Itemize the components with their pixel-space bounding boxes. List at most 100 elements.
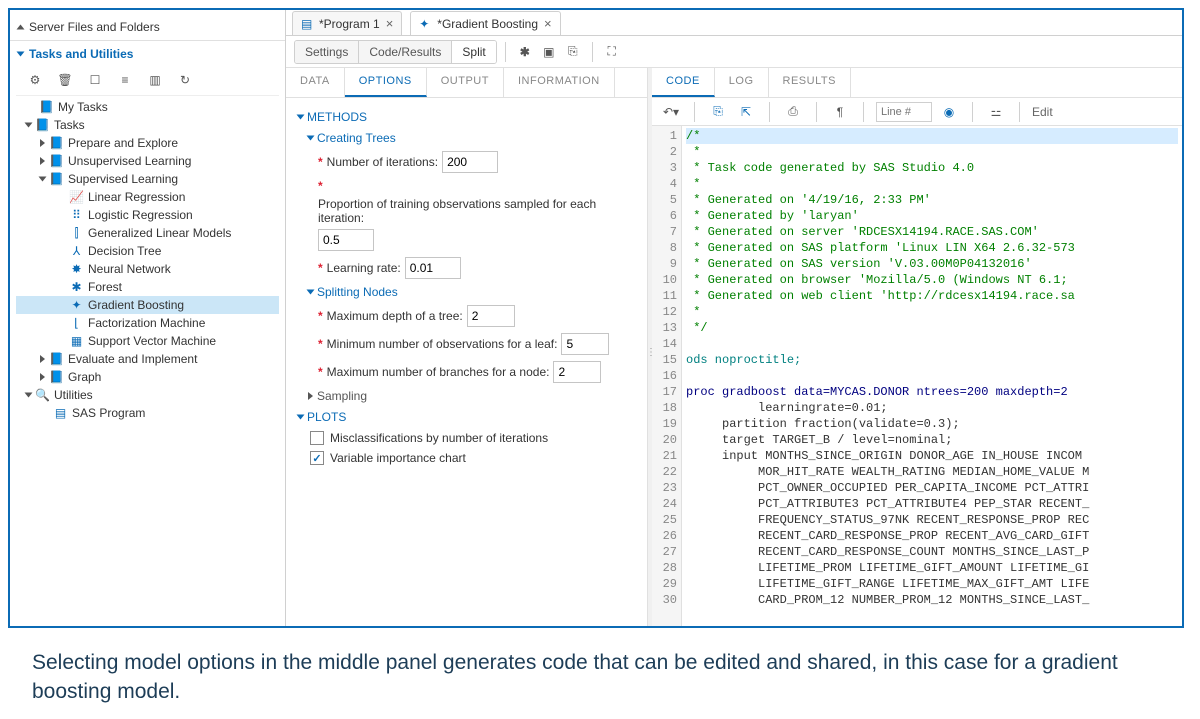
separator bbox=[505, 42, 506, 62]
tree-item-gradient-boosting[interactable]: ✦Gradient Boosting bbox=[16, 296, 279, 314]
chevron-down-icon bbox=[307, 136, 315, 141]
varimp-checkbox-row[interactable]: Variable importance chart bbox=[298, 448, 635, 468]
max-branch-input[interactable] bbox=[553, 361, 601, 383]
doc-tab[interactable]: ▤*Program 1× bbox=[292, 11, 402, 35]
go-icon[interactable]: ◉ bbox=[938, 101, 960, 123]
tree-item-decision-tree[interactable]: ⅄Decision Tree bbox=[16, 242, 279, 260]
tree-item-label: Logistic Regression bbox=[88, 208, 193, 222]
print-icon[interactable]: ⎙ bbox=[782, 101, 804, 123]
code-tab-results[interactable]: RESULTS bbox=[769, 68, 851, 97]
find-icon[interactable]: ⚍ bbox=[985, 101, 1007, 123]
code-results-button[interactable]: Code/Results bbox=[359, 41, 452, 63]
tree-item-unsupervised-learning[interactable]: 📘Unsupervised Learning bbox=[16, 152, 279, 170]
folder-icon: 📘 bbox=[49, 155, 64, 168]
plots-header[interactable]: PLOTS bbox=[298, 406, 635, 428]
learning-rate-input[interactable] bbox=[405, 257, 461, 279]
folder-icon: 📘 bbox=[49, 371, 64, 384]
splitting-nodes-header[interactable]: Splitting Nodes bbox=[298, 282, 635, 302]
save-icon[interactable]: ⎘ bbox=[562, 41, 584, 63]
undo-icon[interactable]: ↶▾ bbox=[660, 101, 682, 123]
tab-close-icon[interactable]: × bbox=[386, 16, 394, 31]
prop-train-label: Proportion of training observations samp… bbox=[318, 197, 635, 225]
content-split: DATAOPTIONSOUTPUTINFORMATION METHODS Cre… bbox=[286, 68, 1182, 626]
folder-icon: 📘 bbox=[35, 119, 50, 132]
learning-rate-row: * Learning rate: bbox=[298, 254, 635, 282]
tree-item-my-tasks[interactable]: 📘My Tasks bbox=[16, 98, 279, 116]
line-number-input[interactable] bbox=[876, 102, 932, 122]
server-files-header[interactable]: Server Files and Folders bbox=[16, 16, 279, 38]
tree-item-graph[interactable]: 📘Graph bbox=[16, 368, 279, 386]
splitter[interactable] bbox=[648, 68, 652, 626]
refresh-icon[interactable]: ↻ bbox=[174, 69, 196, 91]
tree-item-generalized-linear-models[interactable]: ⫿Generalized Linear Models bbox=[16, 224, 279, 242]
num-iterations-input[interactable] bbox=[442, 151, 498, 173]
properties-icon[interactable]: ☐ bbox=[84, 69, 106, 91]
max-depth-input[interactable] bbox=[467, 305, 515, 327]
tree-icon: ⅄ bbox=[69, 245, 84, 258]
tree-item-forest[interactable]: ✱ Forest bbox=[16, 278, 279, 296]
export-icon[interactable]: ⇱ bbox=[735, 101, 757, 123]
doc-tab[interactable]: ✦*Gradient Boosting× bbox=[410, 11, 560, 35]
options-tab-data[interactable]: DATA bbox=[286, 68, 345, 97]
tree-item-factorization-machine[interactable]: ⌊Factorization Machine bbox=[16, 314, 279, 332]
prog-icon: ▤ bbox=[53, 407, 68, 420]
chevron-down-icon bbox=[25, 393, 33, 398]
methods-header[interactable]: METHODS bbox=[298, 106, 635, 128]
run-icon[interactable]: ✱ bbox=[514, 41, 536, 63]
tree-item-sas-program[interactable]: ▤SAS Program bbox=[16, 404, 279, 422]
code-toolbar: ↶▾ ⎘ ⇱ ⎙ ¶ ◉ ⚍ Edit bbox=[652, 98, 1182, 126]
checkbox-checked-icon[interactable] bbox=[310, 451, 324, 465]
tasks-utilities-header[interactable]: Tasks and Utilities bbox=[16, 43, 279, 65]
prop-train-row: * Proportion of training observations sa… bbox=[298, 176, 635, 254]
columns-icon[interactable]: ▥ bbox=[144, 69, 166, 91]
tree-item-linear-regression[interactable]: 📈Linear Regression bbox=[16, 188, 279, 206]
checkbox-icon[interactable] bbox=[310, 431, 324, 445]
options-pane: DATAOPTIONSOUTPUTINFORMATION METHODS Cre… bbox=[286, 68, 648, 626]
chevron-down-icon bbox=[17, 52, 25, 57]
stop-icon[interactable]: ▣ bbox=[538, 41, 560, 63]
tree-item-neural-network[interactable]: ✸Neural Network bbox=[16, 260, 279, 278]
options-tab-options[interactable]: OPTIONS bbox=[345, 68, 427, 97]
tree-item-utilities[interactable]: 🔍Utilities bbox=[16, 386, 279, 404]
settings-icon[interactable]: ⚙ bbox=[24, 69, 46, 91]
sampling-label: Sampling bbox=[317, 389, 367, 403]
util-icon: 🔍 bbox=[35, 389, 50, 402]
options-tab-information[interactable]: INFORMATION bbox=[504, 68, 615, 97]
linreg-icon: 📈 bbox=[69, 191, 84, 204]
learning-rate-label: Learning rate: bbox=[327, 261, 401, 275]
separator bbox=[769, 102, 770, 122]
misclass-checkbox-row[interactable]: Misclassifications by number of iteratio… bbox=[298, 428, 635, 448]
code-tab-code[interactable]: CODE bbox=[652, 68, 715, 97]
code-editor[interactable]: 1234567891011121314151617181920212223242… bbox=[652, 126, 1182, 626]
split-button[interactable]: Split bbox=[452, 41, 495, 63]
forest-icon: ✱ bbox=[69, 281, 84, 294]
tree-item-supervised-learning[interactable]: 📘Supervised Learning bbox=[16, 170, 279, 188]
expand-icon[interactable]: ⛶ bbox=[601, 41, 623, 63]
settings-button[interactable]: Settings bbox=[295, 41, 359, 63]
options-tab-output[interactable]: OUTPUT bbox=[427, 68, 504, 97]
tree-item-logistic-regression[interactable]: ⠿Logistic Regression bbox=[16, 206, 279, 224]
tree-item-prepare-and-explore[interactable]: 📘Prepare and Explore bbox=[16, 134, 279, 152]
tree-item-label: Forest bbox=[88, 280, 122, 294]
chevron-down-icon bbox=[307, 290, 315, 295]
list-icon[interactable]: ≡ bbox=[114, 69, 136, 91]
separator bbox=[972, 102, 973, 122]
prop-train-input[interactable] bbox=[318, 229, 374, 251]
tab-close-icon[interactable]: × bbox=[544, 16, 552, 31]
tree-item-support-vector-machine[interactable]: ▦Support Vector Machine bbox=[16, 332, 279, 350]
copy-icon[interactable]: ⎘ bbox=[707, 101, 729, 123]
tree-item-evaluate-and-implement[interactable]: 📘Evaluate and Implement bbox=[16, 350, 279, 368]
trash-icon[interactable]: 🗑 bbox=[54, 69, 76, 91]
tree-item-tasks[interactable]: 📘Tasks bbox=[16, 116, 279, 134]
svm-icon: ▦ bbox=[69, 335, 84, 348]
code-tab-log[interactable]: LOG bbox=[715, 68, 769, 97]
separator bbox=[694, 102, 695, 122]
sampling-header[interactable]: Sampling bbox=[298, 386, 635, 406]
creating-trees-header[interactable]: Creating Trees bbox=[298, 128, 635, 148]
format-icon[interactable]: ¶ bbox=[829, 101, 851, 123]
min-leaf-label: Minimum number of observations for a lea… bbox=[327, 337, 558, 351]
min-leaf-input[interactable] bbox=[561, 333, 609, 355]
edit-button[interactable]: Edit bbox=[1032, 105, 1053, 119]
separator bbox=[1019, 102, 1020, 122]
code-content[interactable]: /* * * Task code generated by SAS Studio… bbox=[682, 126, 1182, 626]
